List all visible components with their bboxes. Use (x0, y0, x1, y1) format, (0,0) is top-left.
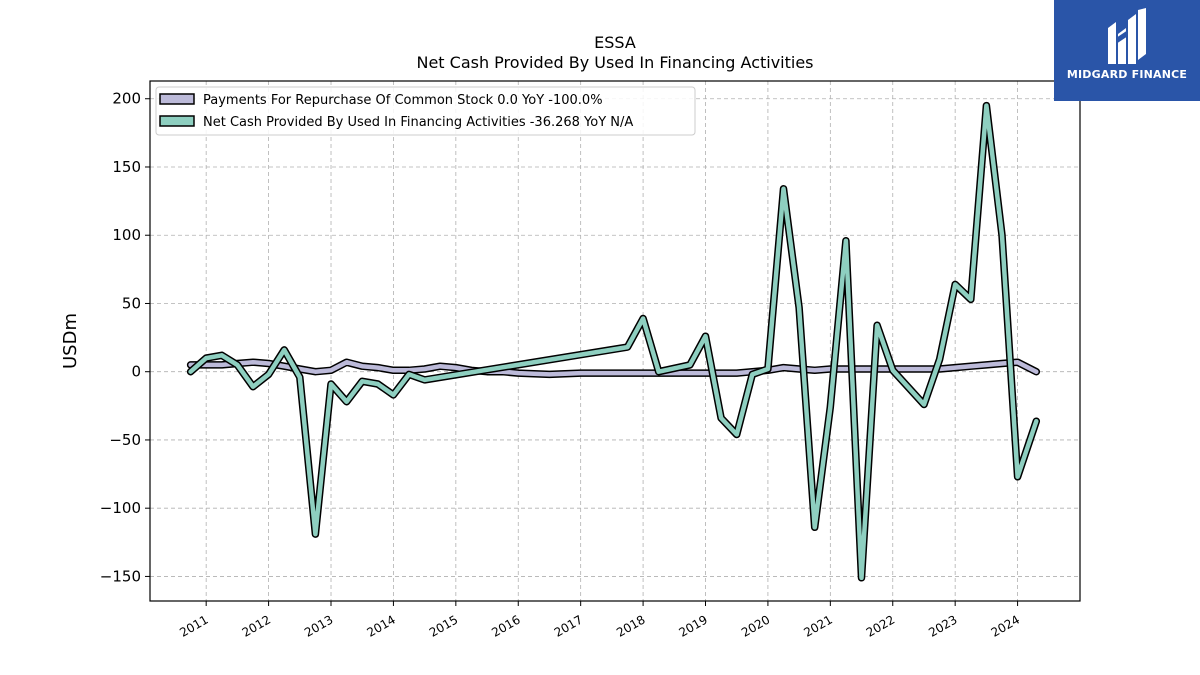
y-tick-label: −100 (100, 499, 141, 517)
legend: Payments For Repurchase Of Common Stock … (155, 86, 696, 136)
x-tick-label: 2019 (677, 612, 710, 639)
y-tick-label: 0 (131, 363, 141, 381)
x-tick-label: 2015 (427, 612, 460, 639)
legend-swatch-financing (159, 115, 195, 127)
legend-swatch-buyback (159, 93, 195, 105)
y-tick-label: 200 (112, 90, 141, 108)
y-tick-label: 100 (112, 226, 141, 244)
x-tick-label: 2012 (240, 612, 273, 639)
y-axis-label: USDm (60, 313, 81, 369)
chart-title: ESSA (594, 33, 636, 52)
legend-label-financing: Net Cash Provided By Used In Financing A… (203, 115, 633, 130)
y-axis-ticks: −150 −100 −50 0 50 100 150 200 (100, 90, 150, 585)
chart-subtitle: Net Cash Provided By Used In Financing A… (416, 53, 813, 72)
x-tick-label: 2014 (364, 612, 397, 639)
x-tick-label: 2021 (801, 612, 834, 639)
legend-label-buyback: Payments For Repurchase Of Common Stock … (203, 93, 603, 108)
series-line-buyback (188, 359, 1039, 377)
x-tick-label: 2011 (177, 612, 210, 639)
y-tick-label: −150 (100, 567, 141, 585)
y-tick-label: 50 (122, 294, 141, 312)
midgard-finance-logo: MIDGARD FINANCE (1054, 0, 1200, 101)
x-tick-label: 2018 (614, 612, 647, 639)
x-tick-label: 2017 (552, 612, 585, 639)
x-tick-label: 2023 (926, 612, 959, 639)
x-axis-ticks: 2011 2012 2013 2014 2015 2016 2017 2018 2019 2020… (177, 601, 1022, 640)
midgard-logo-icon (1108, 8, 1146, 64)
logo-text: MIDGARD FINANCE (1066, 68, 1188, 81)
series-layer (186, 101, 1041, 582)
plot-frame (149, 80, 1081, 602)
x-tick-label: 2016 (489, 612, 522, 639)
series-line-financing (188, 103, 1039, 581)
legend-box (155, 86, 696, 136)
x-tick-label: 2013 (302, 612, 335, 639)
x-tick-label: 2020 (739, 612, 772, 639)
y-tick-label: −50 (109, 431, 141, 449)
y-tick-label: 150 (112, 158, 141, 176)
x-tick-label: 2024 (989, 612, 1022, 639)
x-tick-label: 2022 (864, 612, 897, 639)
